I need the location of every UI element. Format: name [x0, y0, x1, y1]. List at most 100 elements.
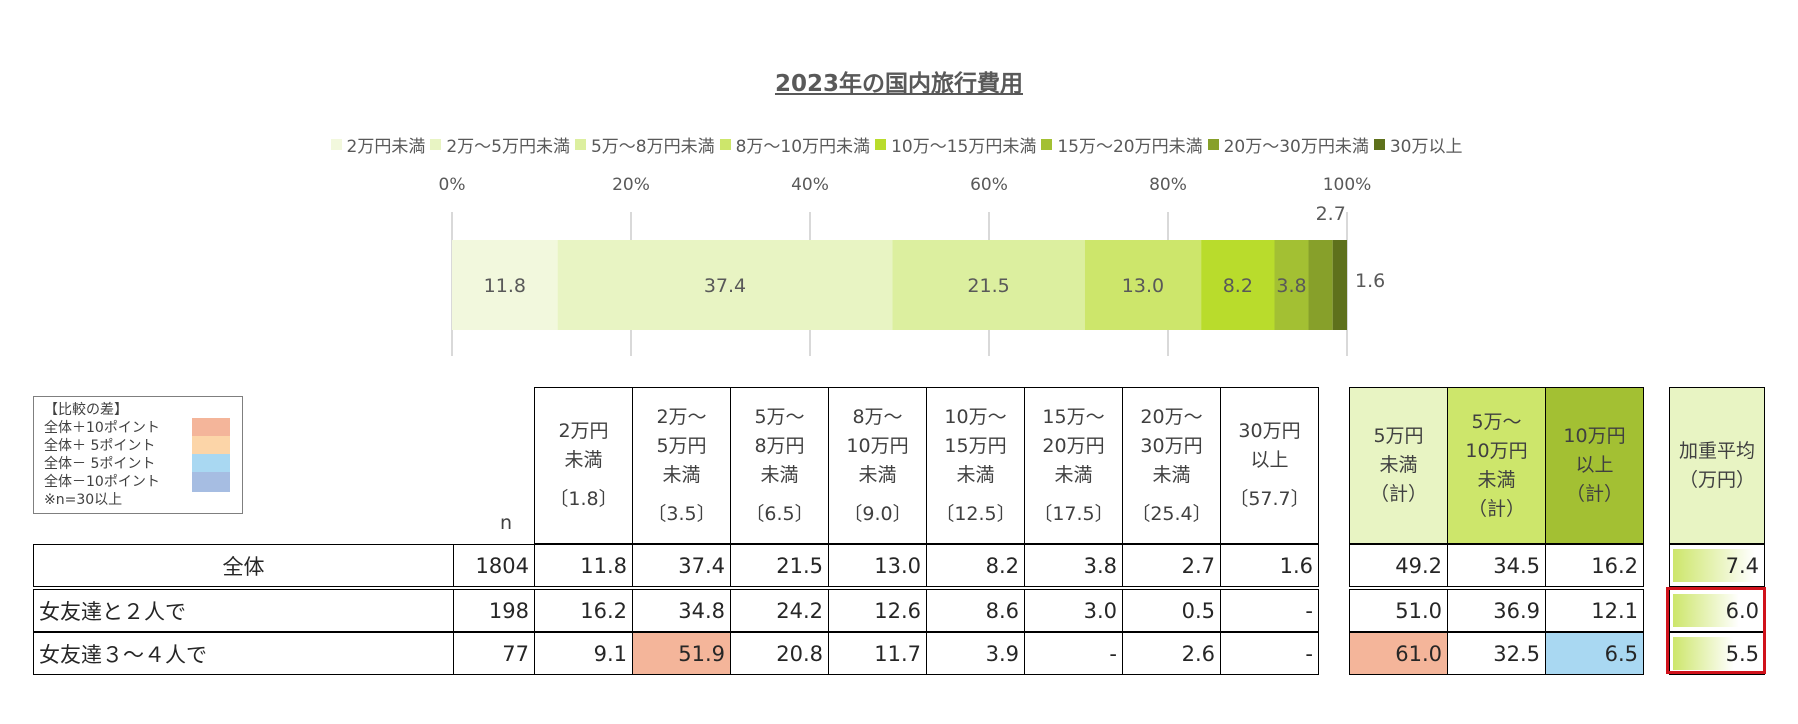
legend-label-2: 5万～8万円未満 — [590, 137, 715, 157]
summary-cell-2-1: 32.5 — [1447, 632, 1546, 675]
data-label-2: 21.5 — [967, 275, 1009, 297]
cell-2-1: 51.9 — [632, 632, 731, 675]
x-tick-label-0: 0% — [439, 175, 466, 195]
column-header-6-sub: 〔25.4〕 — [1131, 502, 1212, 525]
legend-label-0: 2万円未満 — [346, 137, 426, 157]
row-label-0: 全体 — [33, 544, 454, 587]
average-cell-0: 7.4 — [1669, 544, 1765, 587]
difference-legend-note: ※n=30以上 — [44, 492, 123, 508]
chart-legend: 2万円未満 2万～5万円未満 5万～8万円未満 8万～10万円未満 10万～15万円未満… — [0, 132, 1798, 157]
column-header-7-line-1: 以上 — [1250, 449, 1289, 471]
column-header-6-line-0: 20万～ — [1140, 405, 1203, 428]
difference-legend-swatch-1 — [192, 436, 230, 456]
average-bar-0 — [1673, 549, 1755, 582]
column-header-7-sub: 〔57.7〕 — [1229, 488, 1310, 510]
column-header-6-line-2: 未満 — [1152, 463, 1191, 486]
column-header-4-line-0: 10万～ — [944, 405, 1007, 428]
difference-legend-swatch-3 — [192, 472, 230, 492]
cell-0-0: 11.8 — [534, 544, 633, 587]
average-cell-2: 5.5 — [1669, 632, 1765, 675]
data-label-3: 13.0 — [1122, 275, 1164, 297]
legend-label-6: 20万～30万円未満 — [1223, 137, 1369, 157]
legend-swatch-4 — [875, 139, 887, 150]
summary-cell-2-0: 61.0 — [1349, 632, 1448, 675]
cell-1-0: 16.2 — [534, 589, 633, 632]
x-tick-label-4: 80% — [1149, 175, 1187, 195]
difference-legend-swatch-2 — [192, 454, 230, 474]
column-header-3-line-1: 10万円 — [846, 434, 909, 457]
summary-header-2-line-1: 以上 — [1575, 454, 1614, 476]
cell-1-6: 0.5 — [1122, 589, 1221, 632]
average-header-line-0: 加重平均 — [1678, 439, 1755, 462]
summary-header-0-line-0: 5万円 — [1373, 425, 1424, 447]
average-bar-1 — [1673, 594, 1740, 627]
legend-item-4: 10万～15万円未満 — [875, 132, 1036, 157]
legend-swatch-7 — [1373, 139, 1385, 150]
column-header-4-line-1: 15万円 — [944, 434, 1007, 457]
column-header-n: n — [500, 512, 513, 534]
bar-segment-3 — [1084, 240, 1202, 330]
column-header-1-line-2: 未満 — [662, 463, 701, 486]
cell-0-3: 13.0 — [828, 544, 927, 587]
summary-header-2: 10万円 以上 （計） — [1545, 387, 1644, 544]
summary-header-2-line-2: （計） — [1565, 483, 1623, 505]
average-bar-2 — [1673, 637, 1734, 670]
bar-segment-0 — [452, 240, 558, 330]
column-header-3-sub: 〔9.0〕 — [843, 502, 912, 525]
row-n-0: 1804 — [453, 544, 535, 587]
summary-cell-2-2: 6.5 — [1545, 632, 1644, 675]
summary-header-1-line-3: （計） — [1467, 497, 1525, 520]
column-header-5-line-1: 20万円 — [1042, 434, 1105, 457]
summary-header-1-line-0: 5万～ — [1471, 410, 1522, 433]
column-header-0-line-1: 未満 — [564, 449, 603, 471]
legend-item-3: 8万～10万円未満 — [719, 132, 870, 157]
legend-item-1: 2万～5万円未満 — [430, 132, 570, 157]
average-header-line-1: （万円） — [1678, 468, 1755, 491]
data-label-0: 11.8 — [484, 275, 526, 297]
summary-header-0: 5万円 未満 （計） — [1349, 387, 1448, 544]
summary-header-1-line-1: 10万円 — [1465, 439, 1528, 462]
x-tick-label-5: 100% — [1323, 175, 1372, 195]
legend-label-5: 15万～20万円未満 — [1057, 137, 1203, 157]
cell-0-4: 8.2 — [926, 544, 1025, 587]
difference-legend-swatch-0 — [192, 418, 230, 438]
summary-cell-1-1: 36.9 — [1447, 589, 1546, 632]
column-header-4: 10万～ 15万円 未満 〔12.5〕 — [926, 387, 1025, 544]
row-n-1: 198 — [453, 589, 535, 632]
difference-legend: 【比較の差】 全体＋10ポイント 全体＋ 5ポイント 全体－ 5ポイント 全体－10ポ… — [33, 396, 243, 514]
column-header-5-line-0: 15万～ — [1042, 405, 1105, 428]
cell-2-5: - — [1024, 632, 1123, 675]
legend-swatch-2 — [574, 139, 586, 150]
difference-legend-label-2: 全体－ 5ポイント — [44, 456, 156, 472]
data-label-1: 37.4 — [704, 275, 746, 297]
summary-header-1-line-2: 未満 — [1477, 468, 1516, 491]
cell-1-4: 8.6 — [926, 589, 1025, 632]
bar-segment-1 — [557, 240, 893, 330]
average-value-0: 7.4 — [1725, 553, 1759, 578]
summary-cell-1-2: 12.1 — [1545, 589, 1644, 632]
column-header-0-sub: 〔1.8〕 — [549, 488, 618, 510]
cell-0-2: 21.5 — [730, 544, 829, 587]
column-header-7: 30万円 以上 〔57.7〕 — [1220, 387, 1319, 544]
legend-item-7: 30万以上 — [1373, 132, 1463, 157]
column-header-1-sub: 〔3.5〕 — [647, 502, 716, 525]
column-header-5-sub: 〔17.5〕 — [1033, 502, 1114, 525]
cell-0-6: 2.7 — [1122, 544, 1221, 587]
cell-1-5: 3.0 — [1024, 589, 1123, 632]
legend-item-6: 20万～30万円未満 — [1207, 132, 1369, 157]
column-header-6: 20万～ 30万円 未満 〔25.4〕 — [1122, 387, 1221, 544]
column-header-2-line-0: 5万～ — [754, 405, 805, 428]
column-header-3-line-2: 未満 — [858, 463, 897, 486]
row-label-1: 女友達と２人で — [33, 589, 454, 632]
column-header-5: 15万～ 20万円 未満 〔17.5〕 — [1024, 387, 1123, 544]
column-header-2: 5万～ 8万円 未満 〔6.5〕 — [730, 387, 829, 544]
difference-legend-title: 【比較の差】 — [44, 402, 128, 418]
column-header-4-line-2: 未満 — [956, 463, 995, 486]
cell-2-2: 20.8 — [730, 632, 829, 675]
average-header: 加重平均 （万円） — [1669, 387, 1765, 544]
cell-2-6: 2.6 — [1122, 632, 1221, 675]
stacked-bar-chart: 0% 20% 40% 60% 80% 100% 11.8 37.4 21.5 13.0 8.2 3.8… — [439, 175, 1385, 356]
cell-2-0: 9.1 — [534, 632, 633, 675]
x-tick-label-2: 40% — [791, 175, 829, 195]
